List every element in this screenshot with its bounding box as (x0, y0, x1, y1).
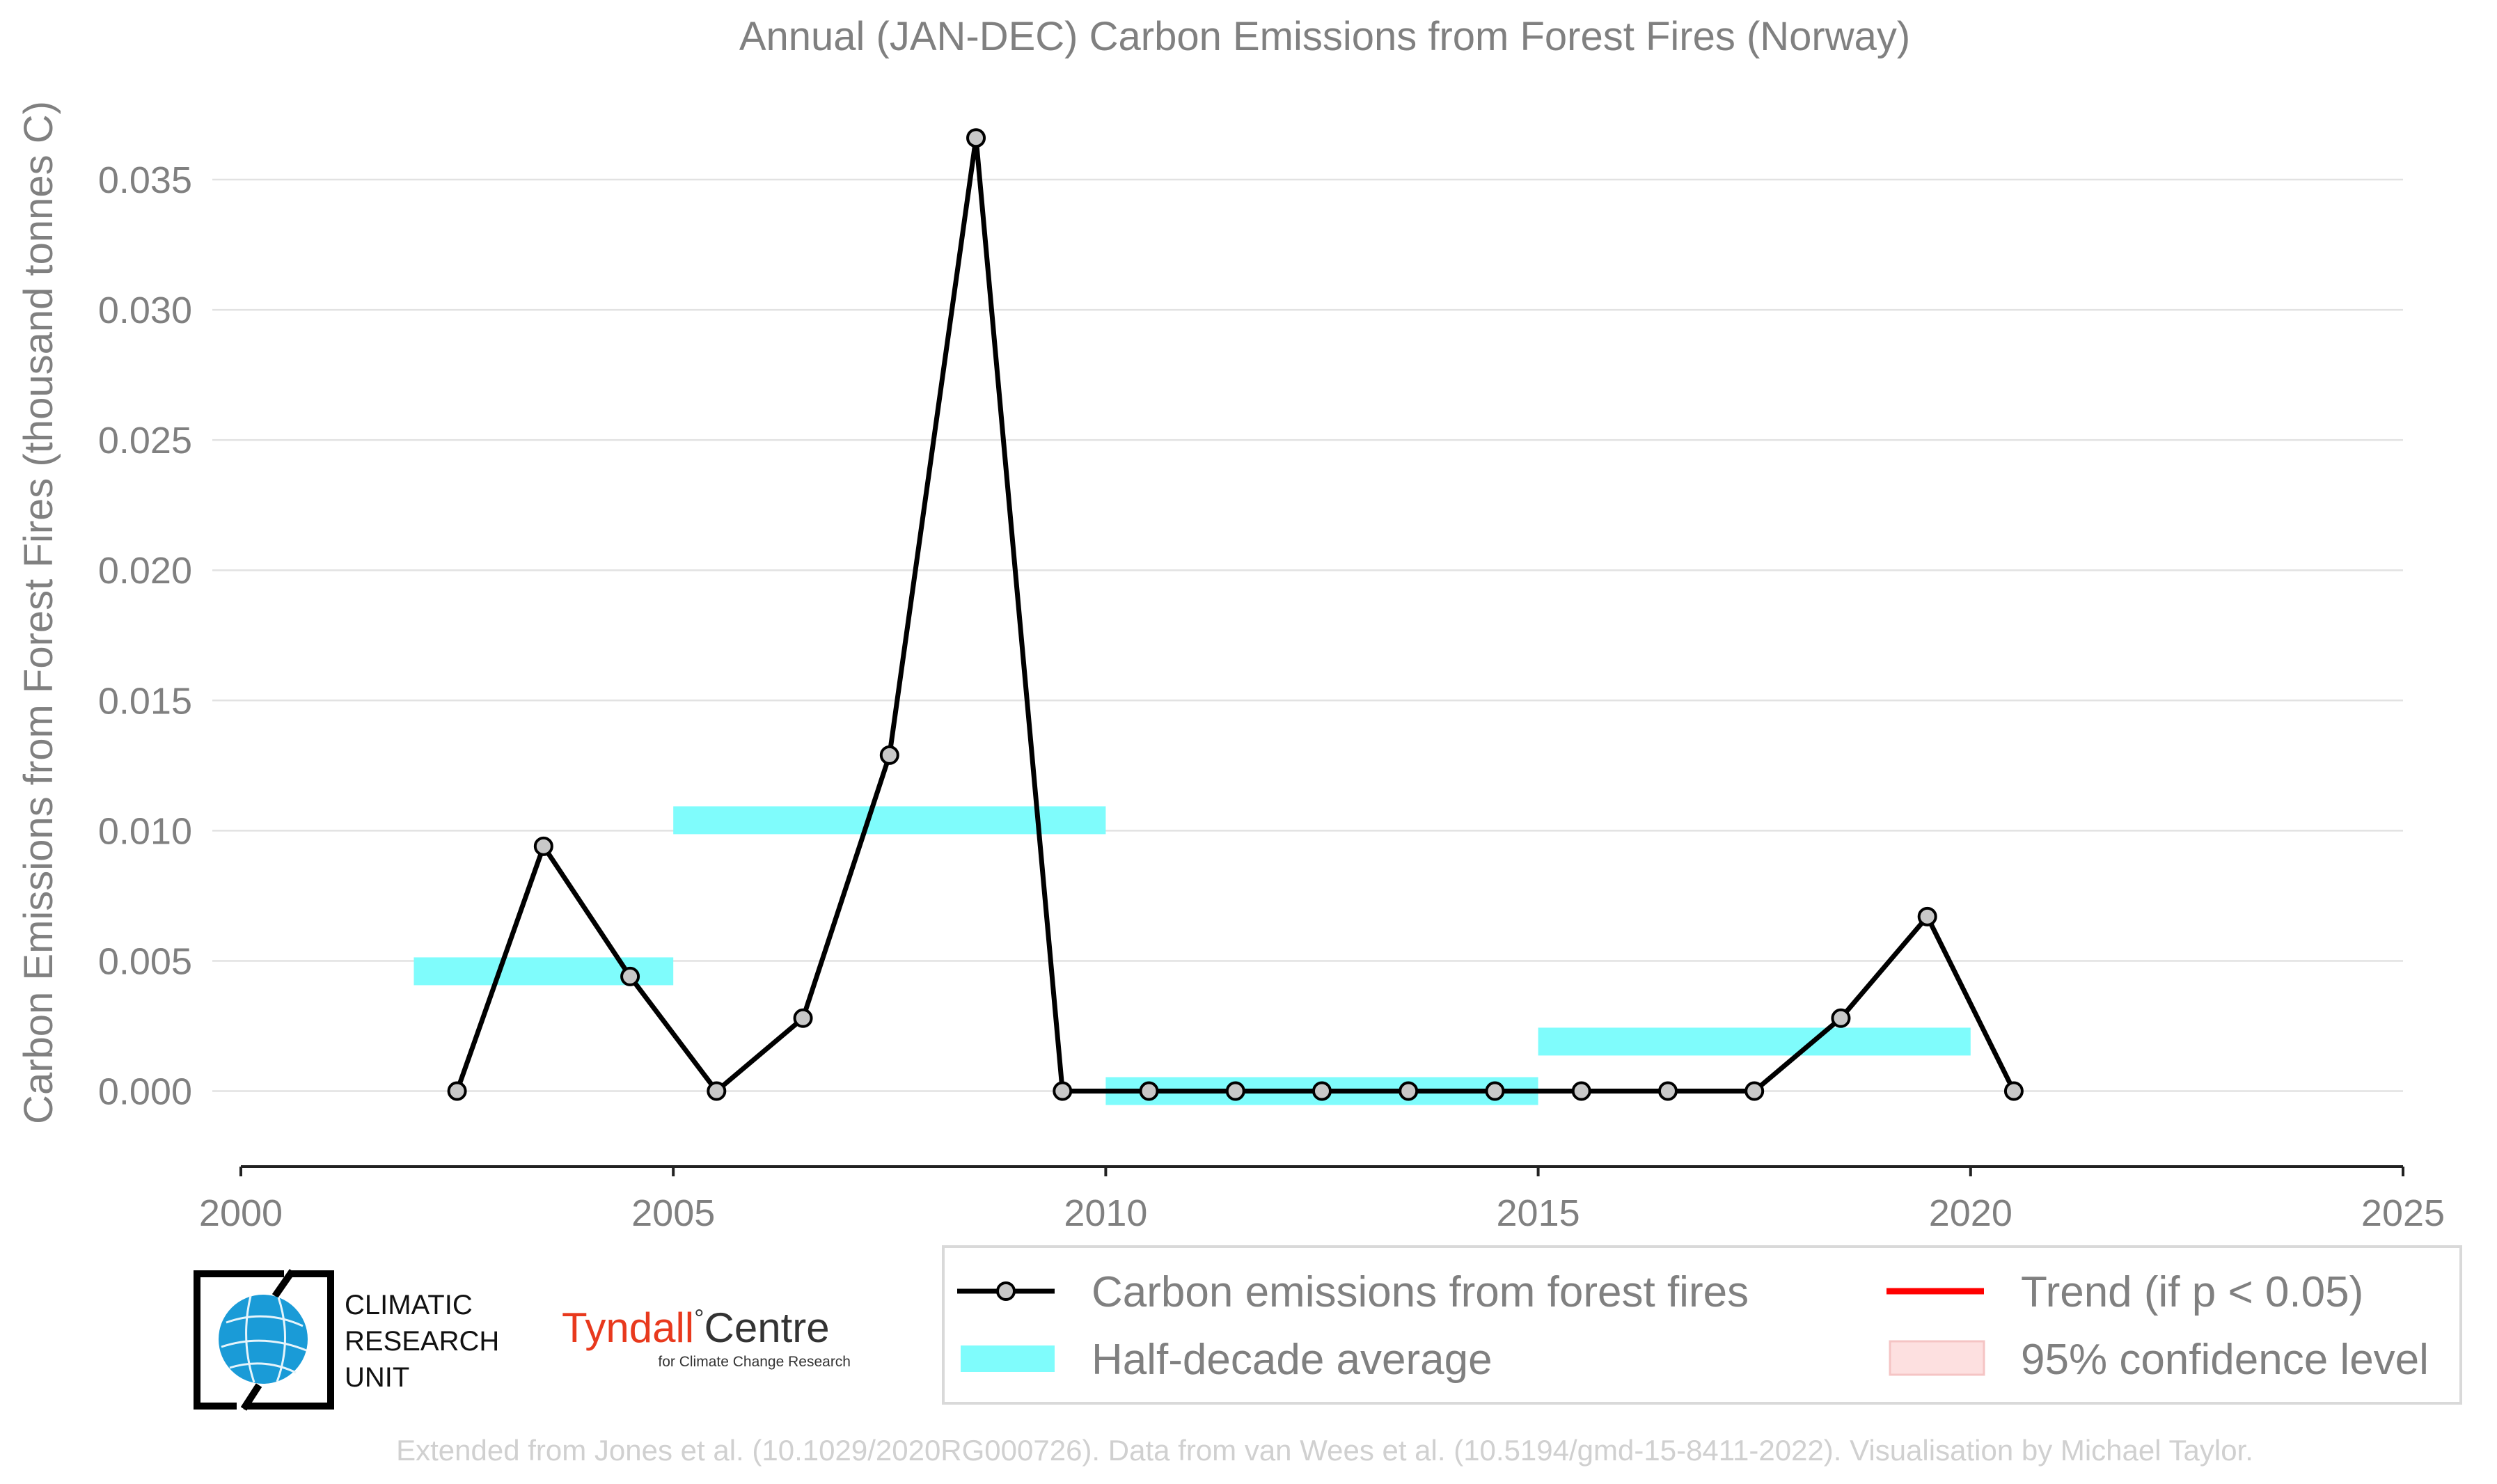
emissions-data-point (707, 1081, 727, 1101)
y-tick-label: 0.025 (98, 420, 192, 461)
emissions-data-point (879, 745, 899, 765)
emissions-data-point (1485, 1081, 1505, 1101)
x-tick-label: 2025 (2361, 1192, 2445, 1234)
emissions-data-point (1917, 906, 1937, 926)
legend-label-confidence: 95% confidence level (2021, 1336, 2429, 1384)
emissions-series-line (455, 135, 2017, 1094)
credit-line: Extended from Jones et al. (10.1029/2020… (396, 1434, 2253, 1467)
cru-text-line-1: CLIMATIC (345, 1290, 473, 1320)
emissions-data-point (1053, 1081, 1073, 1101)
y-tick-labels: 0.000 0.005 0.010 0.015 0.020 0.025 0.030 0.035 (98, 159, 192, 1112)
legend-label-trend: Trend (if p < 0.05) (2021, 1268, 2363, 1316)
emissions-data-point (1571, 1081, 1591, 1101)
y-axis-label: Carbon Emissions from Forest Fires (thou… (16, 101, 61, 1124)
y-tick-label: 0.020 (98, 550, 192, 592)
y-tick-label: 0.015 (98, 680, 192, 722)
y-tick-label: 0.010 (98, 810, 192, 852)
emissions-data-point (620, 966, 640, 986)
y-tick-label: 0.005 (98, 940, 192, 982)
legend-label-half-decade: Half-decade average (1092, 1336, 1492, 1384)
x-tick-label: 2010 (1064, 1192, 1147, 1234)
emissions-data-point (1312, 1081, 1332, 1101)
legend-confidence-swatch (1889, 1340, 1985, 1376)
gridlines (212, 178, 2403, 1092)
x-tick-label: 2020 (1929, 1192, 2012, 1234)
x-tick-label: 2015 (1497, 1192, 1580, 1234)
cru-logo: CLIMATIC RESEARCH UNIT (194, 1269, 499, 1411)
emissions-data-point (1744, 1081, 1765, 1101)
y-tick-label: 0.035 (98, 159, 192, 201)
tyndall-centre: Centre (704, 1304, 830, 1351)
emissions-data-point (447, 1081, 467, 1101)
y-tick-label: 0.000 (98, 1071, 192, 1113)
emissions-data-point (1657, 1081, 1678, 1101)
globe-lines (221, 1295, 307, 1383)
emissions-data-point (793, 1008, 813, 1028)
tyndall-tagline: for Climate Change Research (658, 1354, 851, 1370)
tyndall-wordmark: Tyndall°Centre (562, 1304, 830, 1351)
cru-text-line-3: UNIT (345, 1362, 409, 1393)
x-axis-ticks: 2000 2005 2010 2015 2020 2025 (199, 1167, 2445, 1234)
emissions-data-point (533, 836, 553, 856)
legend-label-emissions: Carbon emissions from forest fires (1092, 1268, 1749, 1316)
globe-icon (219, 1295, 308, 1384)
emissions-data-point (1831, 1008, 1851, 1028)
emissions-data-point (1399, 1081, 1419, 1101)
emissions-markers (447, 128, 2024, 1101)
y-tick-label: 0.030 (98, 290, 192, 331)
half-decade-average-band (673, 806, 1106, 835)
emissions-data-point (1225, 1081, 1245, 1101)
chart-title: Annual (JAN-DEC) Carbon Emissions from F… (739, 14, 1910, 59)
emissions-line (455, 135, 2017, 1094)
cru-text-line-2: RESEARCH (345, 1326, 499, 1357)
cru-bracket-icon (194, 1270, 334, 1410)
half-decade-average-bands (413, 806, 1971, 1105)
legend-frame (942, 1245, 2462, 1405)
cru-bracket-slash (240, 1269, 296, 1411)
legend: Carbon emissions from forest fires Trend… (942, 1245, 2462, 1405)
tyndall-logo: Tyndall°Centre for Climate Change Resear… (562, 1304, 851, 1370)
legend-band-swatch (961, 1345, 1055, 1372)
emissions-data-point (2003, 1081, 2024, 1101)
emissions-data-point (1139, 1081, 1159, 1101)
x-tick-label: 2000 (199, 1192, 283, 1234)
tyndall-name: Tyndall (562, 1304, 694, 1351)
legend-marker-swatch (996, 1281, 1016, 1301)
tyndall-degree: ° (694, 1304, 704, 1332)
x-tick-label: 2005 (631, 1192, 715, 1234)
half-decade-average-band (1538, 1027, 1971, 1056)
emissions-data-point (966, 128, 986, 148)
